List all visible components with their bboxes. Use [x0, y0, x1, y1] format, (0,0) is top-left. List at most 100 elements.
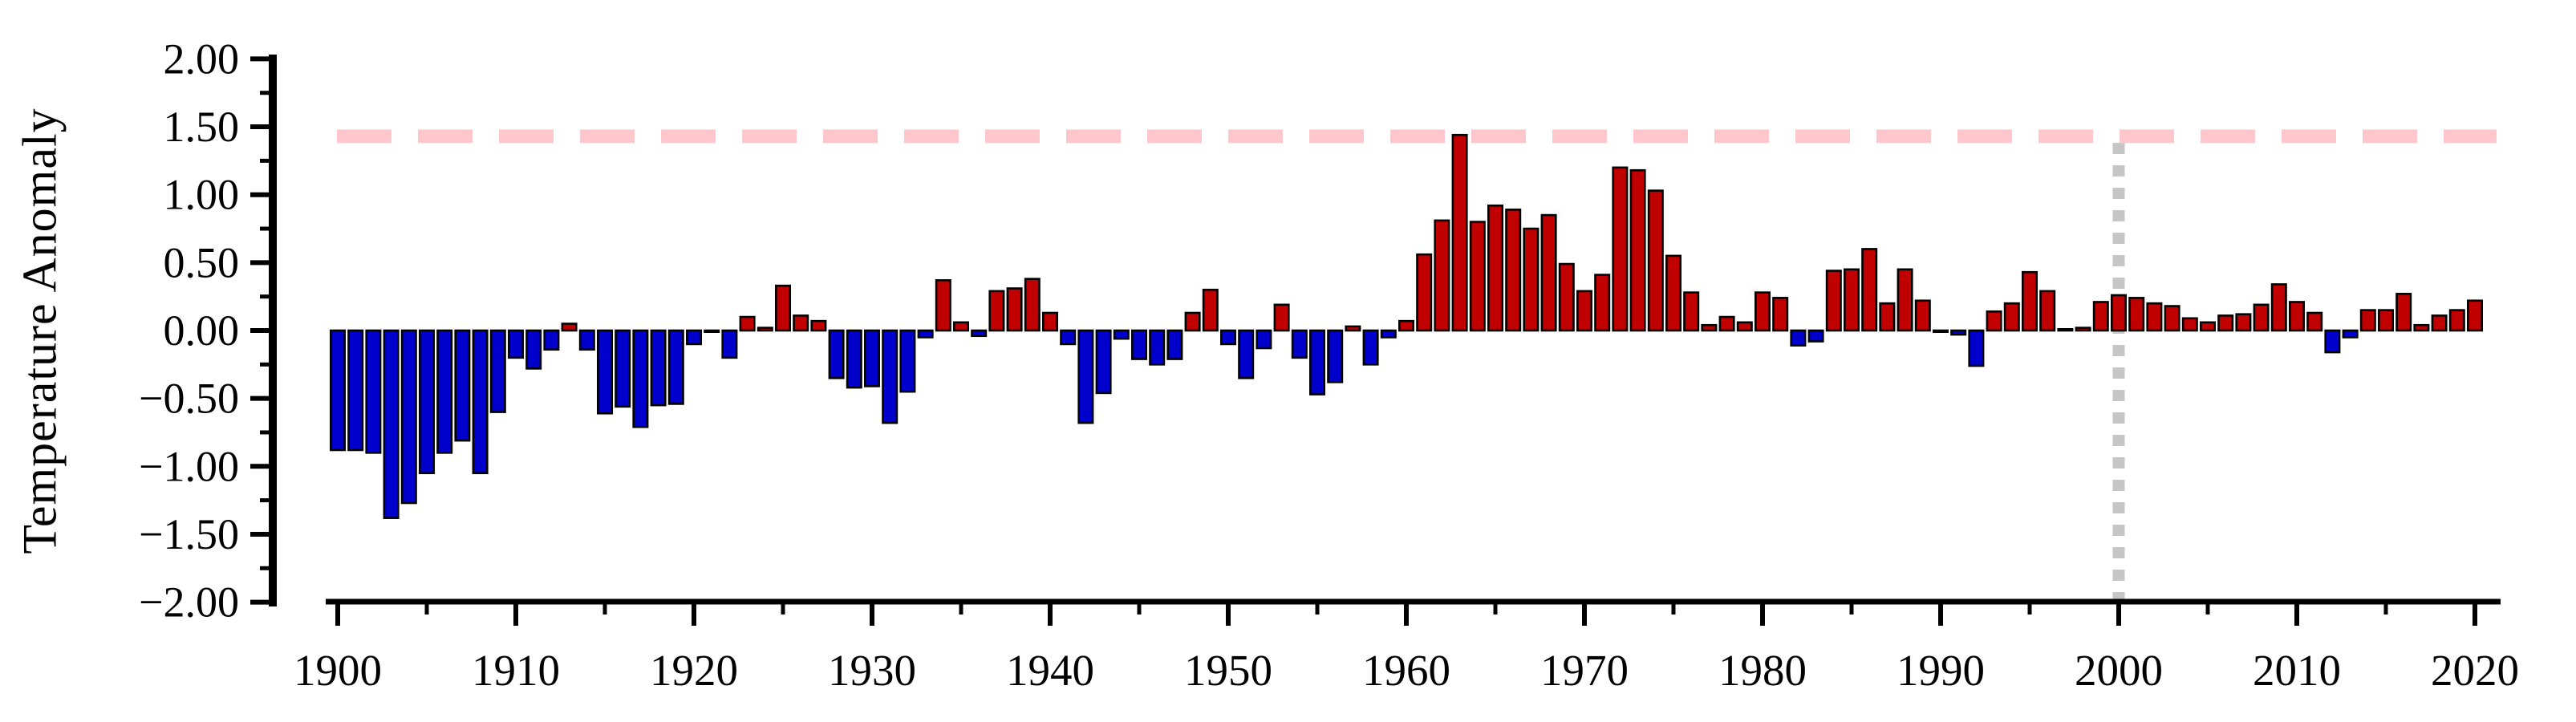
bar-2019 — [2448, 309, 2465, 332]
bar-1903 — [383, 329, 400, 519]
bar-1913 — [561, 322, 578, 332]
bar-1926 — [793, 314, 809, 332]
bar-1983 — [1807, 329, 1824, 343]
bar-1940 — [1042, 311, 1059, 332]
bar-1968 — [1540, 213, 1557, 332]
bar-2015 — [2378, 309, 2395, 332]
y-tick-label: 0.50 — [164, 238, 240, 286]
bar-1987 — [1879, 302, 1896, 332]
x-tick-label: 2020 — [2431, 646, 2519, 695]
bar-1929 — [846, 329, 862, 389]
bar-1973 — [1629, 168, 1646, 332]
bar-1953 — [1273, 303, 1290, 332]
bar-2008 — [2253, 303, 2270, 332]
bar-1994 — [2003, 302, 2020, 332]
bar-1902 — [365, 329, 382, 454]
bar-2010 — [2289, 301, 2306, 332]
bar-2016 — [2395, 292, 2412, 332]
bar-1921 — [704, 329, 720, 333]
bar-1978 — [1718, 315, 1735, 332]
bar-1971 — [1594, 274, 1611, 332]
bar-1945 — [1131, 329, 1148, 360]
bar-1996 — [2039, 290, 2056, 332]
bar-1965 — [1487, 204, 1504, 332]
bar-2011 — [2306, 311, 2323, 332]
bar-1960 — [1398, 319, 1415, 332]
bar-1928 — [828, 329, 845, 379]
bar-1985 — [1844, 268, 1860, 332]
bar-1957 — [1345, 325, 1361, 332]
bar-2009 — [2270, 283, 2287, 332]
y-tick-label: 1.50 — [164, 103, 240, 151]
bar-1904 — [400, 329, 417, 505]
bar-1963 — [1451, 133, 1468, 332]
bar-1908 — [472, 329, 489, 475]
bar-1933 — [917, 329, 934, 339]
bar-1959 — [1380, 329, 1397, 339]
bar-1915 — [596, 329, 613, 415]
y-tick-label: 2.00 — [164, 34, 240, 83]
bar-1991 — [1950, 329, 1967, 336]
x-tick-label: 1950 — [1184, 646, 1272, 695]
x-tick-label: 1900 — [294, 646, 382, 695]
bar-2020 — [2467, 299, 2484, 332]
bar-1951 — [1238, 329, 1255, 379]
bar-1980 — [1755, 291, 1771, 332]
bar-1962 — [1434, 219, 1450, 332]
bar-2012 — [2324, 329, 2341, 354]
bar-1941 — [1060, 329, 1077, 346]
bar-1970 — [1576, 290, 1593, 332]
bar-1943 — [1095, 329, 1112, 395]
bar-1912 — [543, 329, 560, 351]
bar-1925 — [774, 284, 791, 332]
x-tick-label: 1960 — [1362, 646, 1450, 695]
bar-1910 — [507, 329, 524, 359]
bar-1939 — [1024, 278, 1041, 332]
bar-1956 — [1327, 329, 1344, 383]
bar-1964 — [1469, 221, 1486, 332]
bar-1930 — [864, 329, 881, 387]
bar-1936 — [971, 329, 988, 338]
bar-2002 — [2146, 302, 2163, 332]
bar-1967 — [1523, 227, 1540, 332]
bar-1999 — [2092, 301, 2109, 332]
bar-1914 — [578, 329, 595, 351]
bar-1955 — [1309, 329, 1326, 395]
bar-2007 — [2235, 313, 2252, 332]
bar-1948 — [1184, 311, 1201, 332]
bar-1917 — [632, 329, 649, 428]
bar-2014 — [2359, 309, 2376, 332]
x-tick-label: 1990 — [1897, 646, 1985, 695]
y-tick-label: −0.50 — [139, 375, 239, 423]
bar-1916 — [615, 329, 631, 408]
bar-1993 — [1986, 310, 2002, 332]
x-tick-label: 1910 — [472, 646, 560, 695]
bar-1935 — [953, 321, 970, 332]
bar-1974 — [1647, 189, 1664, 332]
bar-2001 — [2128, 297, 2145, 332]
bar-1982 — [1790, 329, 1807, 347]
bar-1911 — [525, 329, 542, 370]
bar-1977 — [1701, 323, 1718, 332]
bar-2004 — [2181, 317, 2198, 332]
bar-1995 — [2022, 270, 2038, 332]
bar-1969 — [1558, 262, 1575, 332]
y-tick-label: −2.00 — [139, 578, 239, 627]
bar-1958 — [1362, 329, 1379, 366]
bar-1990 — [1933, 329, 1949, 333]
bar-1907 — [454, 329, 471, 442]
bar-2003 — [2164, 305, 2180, 332]
bar-1909 — [489, 329, 506, 413]
bar-1923 — [739, 315, 756, 332]
bar-1942 — [1077, 329, 1094, 424]
y-tick-label: −1.50 — [139, 510, 239, 558]
bar-1944 — [1113, 329, 1130, 340]
y-tick-label: −1.00 — [139, 442, 239, 490]
y-tick-label: 1.00 — [164, 171, 240, 219]
bar-1922 — [721, 329, 738, 359]
x-tick-label: 1980 — [1718, 646, 1807, 695]
bar-1932 — [899, 329, 916, 393]
bar-1992 — [1968, 329, 1985, 367]
